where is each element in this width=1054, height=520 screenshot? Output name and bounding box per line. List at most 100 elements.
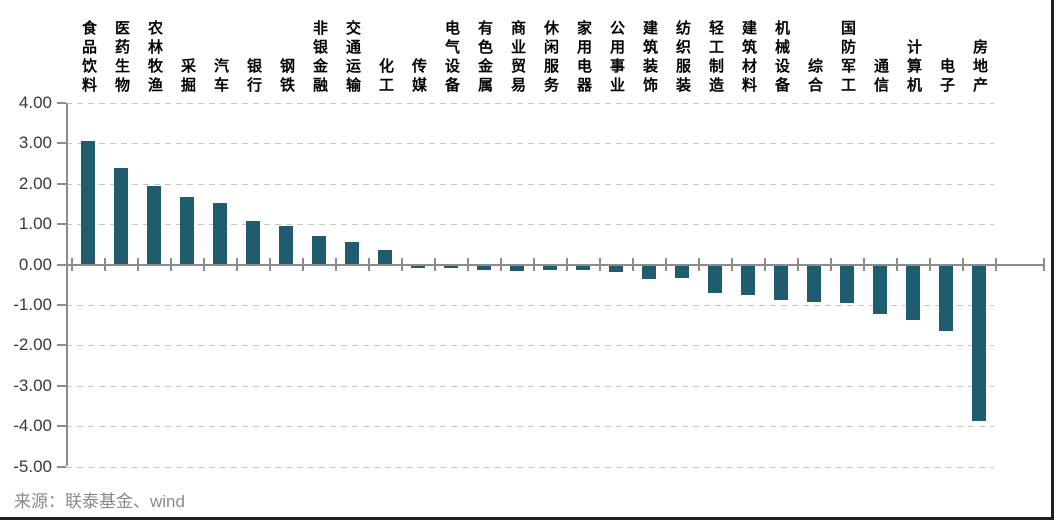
- category-label: 交通运输: [344, 20, 361, 96]
- bar: [279, 226, 293, 265]
- bar: [807, 265, 821, 302]
- y-axis-tick: [57, 142, 66, 145]
- bar: [345, 242, 359, 265]
- bar: [444, 265, 458, 269]
- y-axis-label: 0.00: [18, 254, 52, 274]
- y-axis-label: -4.00: [13, 416, 52, 436]
- y-axis-label: -2.00: [13, 335, 52, 355]
- category-axis-tick: [401, 258, 403, 271]
- bar: [510, 265, 524, 271]
- category-label: 电气设备: [443, 20, 460, 96]
- gridline: [66, 304, 994, 306]
- bar: [147, 185, 161, 265]
- y-axis-label: -1.00: [13, 294, 52, 314]
- category-label: 汽车: [212, 58, 229, 96]
- bar: [378, 249, 392, 265]
- bar: [312, 236, 326, 265]
- bar: [642, 265, 656, 279]
- bar: [576, 265, 590, 270]
- category-axis-tick: [533, 258, 535, 271]
- gridline: [66, 143, 994, 145]
- category-axis-tick: [566, 258, 568, 271]
- category-axis-tick: [467, 258, 469, 271]
- category-axis-tick: [71, 258, 73, 271]
- bar: [609, 265, 623, 272]
- gridline: [66, 345, 994, 347]
- axis-end-tick: [1043, 258, 1045, 271]
- gridline: [66, 102, 994, 104]
- category-axis-tick: [599, 258, 601, 271]
- category-axis-tick: [896, 258, 898, 271]
- category-axis-tick: [863, 258, 865, 271]
- category-label: 综合: [806, 58, 823, 96]
- category-axis-tick: [104, 258, 106, 271]
- y-axis-line: [66, 102, 68, 467]
- category-label: 钢铁: [278, 58, 295, 96]
- category-axis-tick: [830, 258, 832, 271]
- category-axis-tick: [203, 258, 205, 271]
- y-axis-label: 2.00: [18, 173, 52, 193]
- category-label: 农林牧渔: [146, 20, 163, 96]
- category-axis-tick: [665, 258, 667, 271]
- category-axis-tick: [335, 258, 337, 271]
- bar: [906, 265, 920, 321]
- bar: [81, 141, 95, 265]
- category-axis-tick: [995, 258, 997, 271]
- bar: [741, 265, 755, 296]
- category-label: 化工: [377, 58, 394, 96]
- category-axis-tick: [236, 258, 238, 271]
- y-axis-label: 1.00: [18, 214, 52, 234]
- y-axis-tick: [57, 303, 66, 306]
- bar: [708, 265, 722, 293]
- bar: [180, 196, 194, 265]
- bar: [873, 265, 887, 315]
- category-label: 房地产: [971, 39, 988, 96]
- category-label: 纺织服装: [674, 20, 691, 96]
- category-label: 商业贸易: [509, 20, 526, 96]
- category-label: 有色金属: [476, 20, 493, 96]
- y-axis-tick: [57, 182, 66, 185]
- category-label: 建筑装饰: [641, 20, 658, 96]
- bar: [774, 265, 788, 300]
- gridline: [66, 426, 994, 428]
- y-axis-tick: [57, 344, 66, 347]
- category-axis-tick: [434, 258, 436, 271]
- y-axis-tick: [57, 425, 66, 428]
- bar: [411, 265, 425, 268]
- y-axis-tick: [57, 465, 66, 468]
- category-axis-tick: [368, 258, 370, 271]
- gridline: [66, 466, 994, 468]
- bar: [477, 265, 491, 270]
- category-label: 采掘: [179, 58, 196, 96]
- category-label: 建筑材料: [740, 20, 757, 96]
- category-label: 家用电器: [575, 20, 592, 96]
- y-axis-tick: [57, 384, 66, 387]
- gridline: [66, 385, 994, 387]
- category-axis-tick: [137, 258, 139, 271]
- category-label: 电子: [938, 58, 955, 96]
- category-axis-tick: [632, 258, 634, 271]
- bar: [939, 265, 953, 331]
- bar: [675, 265, 689, 279]
- category-axis-tick: [698, 258, 700, 271]
- y-axis-label: 3.00: [18, 133, 52, 153]
- bar: [213, 202, 227, 265]
- category-axis-tick: [170, 258, 172, 271]
- category-axis-line: [66, 263, 1045, 266]
- bar: [543, 265, 557, 270]
- category-label: 传媒: [410, 58, 427, 96]
- category-label: 通信: [872, 58, 889, 96]
- category-axis-tick: [797, 258, 799, 271]
- bar: [246, 221, 260, 265]
- category-label: 医药生物: [113, 20, 130, 96]
- category-axis-tick: [962, 258, 964, 271]
- y-axis-tick: [57, 101, 66, 104]
- category-label: 银行: [245, 58, 262, 96]
- category-label: 公用事业: [608, 20, 625, 96]
- category-label: 休闲服务: [542, 20, 559, 96]
- category-axis-tick: [302, 258, 304, 271]
- y-axis-label: -3.00: [13, 375, 52, 395]
- category-label: 轻工制造: [707, 20, 724, 96]
